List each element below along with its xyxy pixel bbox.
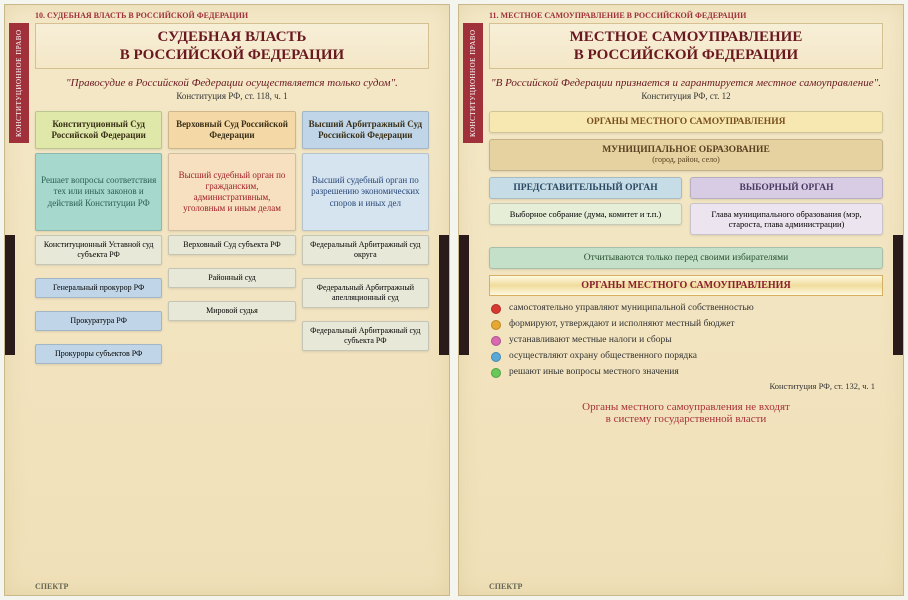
vyb-box: ВЫБОРНЫЙ ОРГАН [690, 177, 883, 199]
right-side-tab: КОНСТИТУЦИОННОЕ ПРАВО [463, 23, 483, 143]
col1-desc: Решает вопросы соответствия тех или иных… [35, 153, 162, 231]
right-top-label: 11. МЕСТНОЕ САМОУПРАВЛЕНИЕ В РОССИЙСКОЙ … [489, 11, 746, 20]
col3-sub1: Федеральный Арбитражный апелляционный су… [302, 278, 429, 308]
left-title: СУДЕБНАЯ ВЛАСТЬВ РОССИЙСКОЙ ФЕДЕРАЦИИ [35, 23, 429, 69]
bullet-1: формируют, утверждают и исполняют местны… [491, 319, 883, 330]
left-publisher: СПЕКТР [35, 582, 68, 591]
col3-desc: Высший судебный орган по разрешению экон… [302, 153, 429, 231]
col2-sub2: Мировой судья [168, 301, 295, 321]
col1-sub3: Прокуроры субъектов РФ [35, 344, 162, 364]
vyb-sub-box: Глава муниципального образования (мэр, с… [690, 203, 883, 235]
col1-sub0: Конституционный Уставной суд субъекта РФ [35, 235, 162, 265]
section2-header: ОРГАНЫ МЕСТНОГО САМОУПРАВЛЕНИЯ [489, 275, 883, 296]
bullet-3: осуществляют охрану общественного порядк… [491, 351, 883, 362]
col2-head: Верховный Суд Российской Федерации [168, 111, 295, 149]
dot-icon [491, 368, 501, 378]
org-box: ОРГАНЫ МЕСТНОГО САМОУПРАВЛЕНИЯ [489, 111, 883, 133]
two-organs: ПРЕДСТАВИТЕЛЬНЫЙ ОРГАН Выборное собрание… [489, 177, 883, 241]
bullet-src: Конституция РФ, ст. 132, ч. 1 [489, 381, 883, 391]
col2-sub0: Верховный Суд субъекта РФ [168, 235, 295, 255]
col-supreme: Верховный Суд Российской Федерации Высши… [168, 111, 295, 581]
left-poster: 10. СУДЕБНАЯ ВЛАСТЬ В РОССИЙСКОЙ ФЕДЕРАЦ… [4, 4, 450, 596]
bullet-4: решают иные вопросы местного значения [491, 367, 883, 378]
col3-sub2: Федеральный Арбитражный суд субъекта РФ [302, 321, 429, 351]
right-poster: 11. МЕСТНОЕ САМОУПРАВЛЕНИЕ В РОССИЙСКОЙ … [458, 4, 904, 596]
rep-box: ПРЕДСТАВИТЕЛЬНЫЙ ОРГАН [489, 177, 682, 199]
dot-icon [491, 320, 501, 330]
col-arbitration: Высший Арбитражный Суд Российской Федера… [302, 111, 429, 581]
col2-sub1: Районный суд [168, 268, 295, 288]
col-constitutional: Конституционный Суд Российской Федерации… [35, 111, 162, 581]
left-quote: "Правосудие в Российской Федерации осуще… [35, 77, 429, 89]
col1-sub2: Прокуратура РФ [35, 311, 162, 331]
dot-icon [491, 352, 501, 362]
right-title: МЕСТНОЕ САМОУПРАВЛЕНИЕВ РОССИЙСКОЙ ФЕДЕР… [489, 23, 883, 69]
left-top-label: 10. СУДЕБНАЯ ВЛАСТЬ В РОССИЙСКОЙ ФЕДЕРАЦ… [35, 11, 248, 20]
col2-desc: Высший судебный орган по гражданским, ад… [168, 153, 295, 231]
rep-sub-box: Выборное собрание (дума, комитет и т.п.) [489, 203, 682, 225]
bullet-2: устанавливают местные налоги и сборы [491, 335, 883, 346]
dot-icon [491, 336, 501, 346]
left-side-tab: КОНСТИТУЦИОННОЕ ПРАВО [9, 23, 29, 143]
muno-box: МУНИЦИПАЛЬНОЕ ОБРАЗОВАНИЕ(город, район, … [489, 139, 883, 171]
left-side-right [439, 235, 449, 355]
left-quote-src: Конституция РФ, ст. 118, ч. 1 [35, 91, 429, 101]
right-publisher: СПЕКТР [489, 582, 522, 591]
right-quote-src: Конституция РФ, ст. 12 [489, 91, 883, 101]
court-columns: Конституционный Суд Российской Федерации… [35, 111, 429, 581]
dot-icon [491, 304, 501, 314]
col1-sub1: Генеральный прокурор РФ [35, 278, 162, 298]
right-side-dark [459, 235, 469, 355]
bullet-0: самостоятельно управляют муниципальной с… [491, 303, 883, 314]
col3-head: Высший Арбитражный Суд Российской Федера… [302, 111, 429, 149]
bullet-list: самостоятельно управляют муниципальной с… [489, 303, 883, 383]
report-box: Отчитываются только перед своими избират… [489, 247, 883, 269]
footer-note: Органы местного самоуправления не входят… [489, 401, 883, 425]
col3-sub0: Федеральный Арбитражный суд округа [302, 235, 429, 265]
right-quote: "В Российской Федерации признается и гар… [489, 77, 883, 89]
right-side-right [893, 235, 903, 355]
col1-head: Конституционный Суд Российской Федерации [35, 111, 162, 149]
left-side-dark [5, 235, 15, 355]
